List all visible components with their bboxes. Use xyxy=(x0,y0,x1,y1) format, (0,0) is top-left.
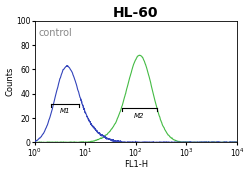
Text: M2: M2 xyxy=(134,113,144,119)
Text: M1: M1 xyxy=(60,108,70,114)
X-axis label: FL1-H: FL1-H xyxy=(124,160,148,169)
Text: control: control xyxy=(39,28,72,38)
Title: HL-60: HL-60 xyxy=(113,6,158,20)
Y-axis label: Counts: Counts xyxy=(6,67,15,96)
